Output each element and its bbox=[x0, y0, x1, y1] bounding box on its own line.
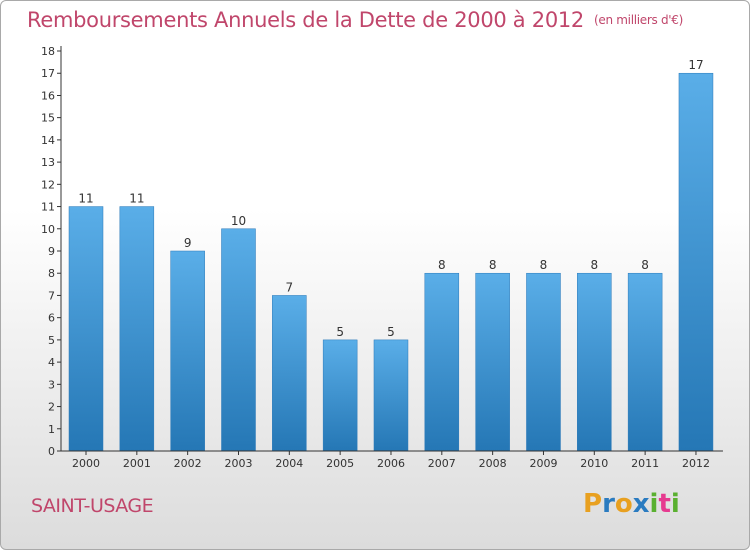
y-tick-label: 18 bbox=[41, 45, 55, 58]
x-tick-label: 2009 bbox=[529, 457, 557, 470]
bar-2000 bbox=[68, 206, 104, 452]
y-tick-label: 11 bbox=[41, 201, 55, 214]
y-tick-label: 1 bbox=[48, 423, 55, 436]
bar-2008 bbox=[475, 272, 510, 452]
data-label: 8 bbox=[438, 258, 446, 272]
y-tick-label: 9 bbox=[48, 245, 55, 258]
y-tick-label: 10 bbox=[41, 223, 55, 236]
x-tick-label: 2002 bbox=[174, 457, 202, 470]
bar-2001 bbox=[119, 206, 155, 452]
logo-letter: t bbox=[658, 489, 671, 519]
y-tick-label: 6 bbox=[48, 312, 55, 325]
bar-2011 bbox=[627, 272, 663, 452]
bar-2010 bbox=[577, 272, 612, 452]
x-tick-label: 2004 bbox=[275, 457, 303, 470]
y-tick-label: 7 bbox=[48, 289, 55, 302]
x-tick-label: 2000 bbox=[72, 457, 100, 470]
data-label: 8 bbox=[590, 258, 598, 272]
logo-letter: x bbox=[632, 489, 650, 519]
chart-subtitle: (en milliers d'€) bbox=[594, 13, 684, 27]
logo-letter: r bbox=[602, 489, 615, 519]
y-tick-label: 14 bbox=[41, 134, 55, 147]
y-tick-label: 15 bbox=[41, 112, 55, 125]
data-label: 9 bbox=[184, 236, 192, 250]
data-label: 17 bbox=[688, 58, 703, 72]
y-tick-label: 12 bbox=[41, 178, 55, 191]
y-tick-label: 13 bbox=[41, 156, 55, 169]
y-tick-label: 0 bbox=[48, 445, 55, 458]
data-label: 11 bbox=[78, 192, 93, 206]
bar-2009 bbox=[526, 272, 561, 452]
logo-letter: P bbox=[583, 489, 603, 519]
logo-letter: o bbox=[614, 489, 633, 519]
bar-2002 bbox=[170, 250, 205, 452]
y-tick-label: 16 bbox=[41, 89, 55, 102]
x-tick-label: 2001 bbox=[123, 457, 151, 470]
x-tick-label: 2008 bbox=[479, 457, 507, 470]
x-tick-label: 2005 bbox=[326, 457, 354, 470]
bar-2007 bbox=[424, 272, 460, 452]
proxiti-logo: Proxiti bbox=[583, 489, 680, 519]
data-label: 10 bbox=[231, 214, 246, 228]
y-tick-label: 8 bbox=[48, 267, 55, 280]
data-label: 5 bbox=[336, 325, 344, 339]
bar-2005 bbox=[322, 339, 358, 452]
logo-letter: i bbox=[670, 489, 680, 519]
x-tick-label: 2012 bbox=[682, 457, 710, 470]
y-tick-label: 5 bbox=[48, 334, 55, 347]
bar-2004 bbox=[272, 295, 307, 452]
bars: 11 11 9 10 7 5 5 8 8 8 8 8 17 bbox=[68, 58, 714, 452]
chart-title: Remboursements Annuels de la Dette de 20… bbox=[27, 8, 683, 32]
x-tick-label: 2007 bbox=[428, 457, 456, 470]
x-axis: 2000 2001 2002 2003 2004 2005 2006 2007 2008 2009… bbox=[61, 450, 723, 470]
bar-2003 bbox=[221, 228, 256, 452]
x-tick-label: 2010 bbox=[580, 457, 608, 470]
y-tick-label: 3 bbox=[48, 378, 55, 391]
data-label: 11 bbox=[129, 192, 144, 206]
chart-title-text: Remboursements Annuels de la Dette de 20… bbox=[27, 8, 584, 32]
data-label: 8 bbox=[641, 258, 649, 272]
data-label: 5 bbox=[387, 325, 395, 339]
data-label: 8 bbox=[489, 258, 497, 272]
data-label: 8 bbox=[540, 258, 548, 272]
logo-letter: i bbox=[649, 489, 659, 519]
x-tick-label: 2006 bbox=[377, 457, 405, 470]
y-tick-label: 17 bbox=[41, 67, 55, 80]
data-label: 7 bbox=[285, 280, 293, 294]
commune-name: SAINT-USAGE bbox=[31, 495, 154, 517]
y-tick-label: 2 bbox=[48, 401, 55, 414]
bar-2006 bbox=[373, 339, 409, 452]
y-tick-label: 4 bbox=[48, 356, 55, 369]
x-tick-label: 2003 bbox=[224, 457, 252, 470]
bar-2012 bbox=[678, 72, 714, 452]
x-tick-label: 2011 bbox=[631, 457, 659, 470]
